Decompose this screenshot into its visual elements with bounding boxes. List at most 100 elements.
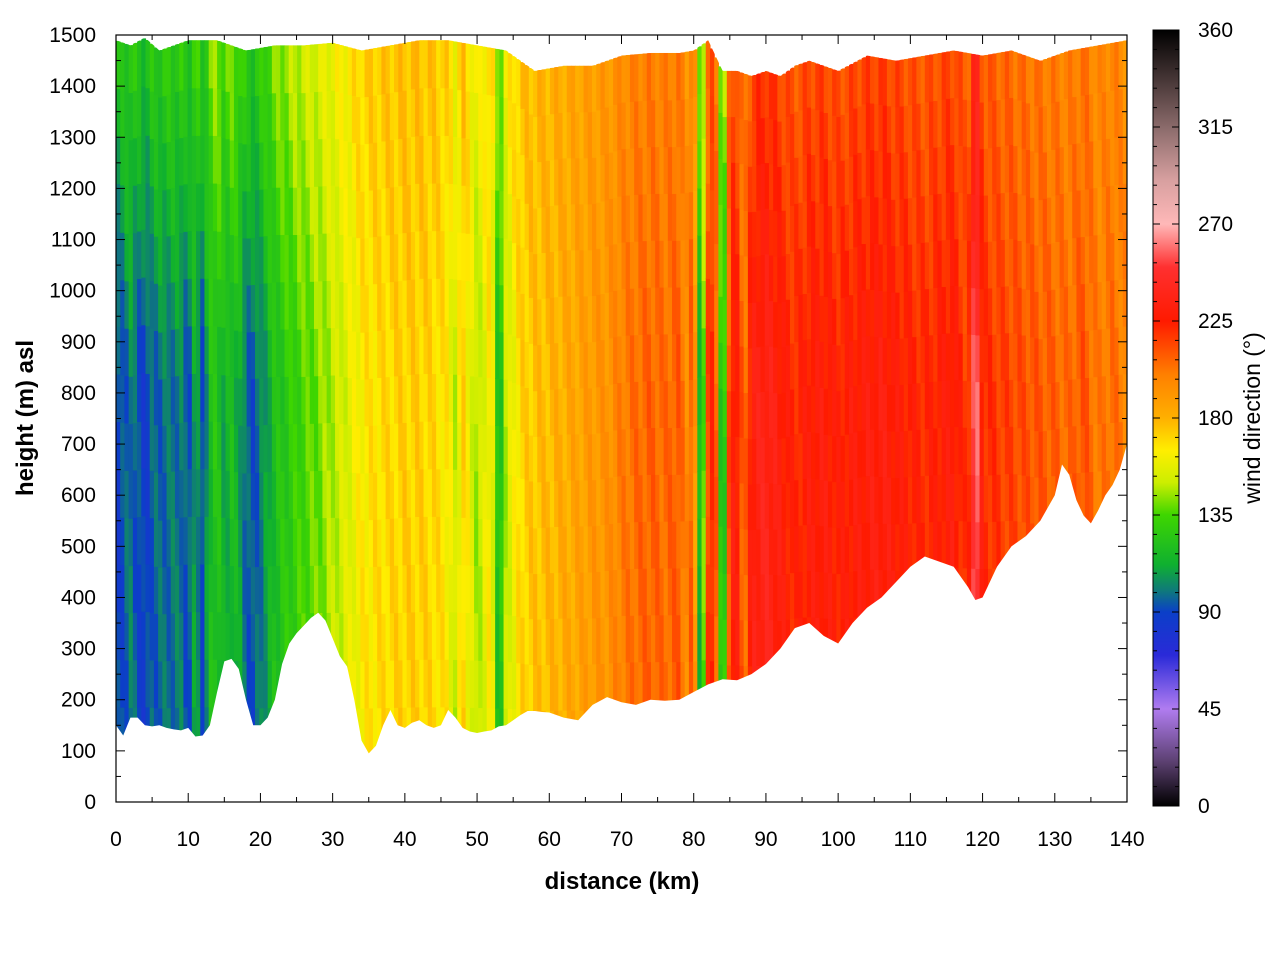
field-cell [436,278,441,327]
field-cell [292,329,298,377]
field-cell [267,282,273,331]
field-cell [221,327,227,376]
field-cell [141,324,147,374]
field-cell [634,568,639,616]
field-cell [920,55,926,104]
field-cell [929,287,934,336]
field-cell [790,251,795,298]
field-cell [558,204,564,251]
field-cell [954,520,960,568]
field-cell [377,707,382,756]
field-cell [785,436,791,483]
field-cell [642,427,648,476]
field-cell [406,136,412,186]
field-cell [764,345,770,392]
field-cell [250,472,256,521]
field-cell [592,157,597,204]
field-cell [212,135,218,184]
field-cell [642,287,648,335]
field-cell [958,145,964,193]
field-cell [381,188,387,236]
field-cell [520,385,526,433]
field-cell [790,343,795,390]
field-cell [280,281,286,330]
field-cell [503,473,509,521]
field-cell [465,517,471,566]
field-cell [364,237,370,286]
field-cell [453,326,458,375]
field-cell [709,189,715,238]
field-cell [996,333,1002,382]
field-cell [153,519,159,567]
field-cell [882,430,888,478]
field-cell [360,520,366,568]
field-cell [461,42,467,91]
x-tick-label: 140 [1109,828,1144,851]
field-cell [389,565,395,614]
field-cell [794,249,800,297]
field-cell [457,327,463,376]
field-cell [1089,424,1094,473]
field-cell [292,423,298,472]
field-cell [284,234,290,283]
field-cell [507,53,513,101]
field-cell [983,101,989,149]
field-cell [697,518,703,567]
field-cell [735,573,741,620]
field-cell [735,207,741,255]
field-cell [1046,336,1052,384]
field-cell [773,301,778,348]
field-cell [621,475,627,523]
field-cell [537,253,543,300]
field-cell [929,381,934,429]
field-cell [832,573,837,620]
field-cell [747,393,753,440]
field-cell [827,251,833,298]
field-cell [351,330,357,379]
field-cell [688,285,694,334]
field-cell [596,155,602,203]
field-cell [1009,332,1014,380]
field-cell [313,328,319,377]
field-cell [924,55,930,103]
field-cell [625,381,631,430]
field-cell [756,164,762,211]
field-cell [722,527,728,575]
field-cell [899,477,905,525]
field-cell [554,480,559,527]
field-cell [1051,289,1056,337]
field-cell [646,614,652,663]
y-tick-label: 100 [61,740,96,763]
field-cell [768,574,774,621]
field-cell [419,373,425,422]
field-cell [1105,280,1111,329]
field-cell [419,421,425,470]
field-cell [621,101,627,150]
field-cell [693,378,698,427]
field-cell [966,427,972,475]
field-cell [318,280,324,329]
field-cell [453,41,458,90]
field-cell [1076,95,1082,144]
field-cell [815,109,821,157]
field-cell [1038,199,1044,247]
field-cell [857,523,863,571]
field-cell [347,424,353,473]
y-tick-label: 400 [61,586,96,609]
field-cell [301,45,307,94]
field-cell [638,147,644,195]
field-cell [507,240,513,288]
field-cell [242,425,248,474]
field-cell [347,94,353,143]
field-cell [465,43,471,92]
field-cell [996,427,1002,475]
field-cell [520,154,526,202]
field-cell [191,468,197,517]
field-cell [613,150,618,198]
field-cell [709,519,715,568]
field-cell [402,280,408,329]
field-cell [187,135,193,184]
field-cell [128,470,134,519]
field-cell [899,105,905,153]
field-cell [680,192,686,241]
